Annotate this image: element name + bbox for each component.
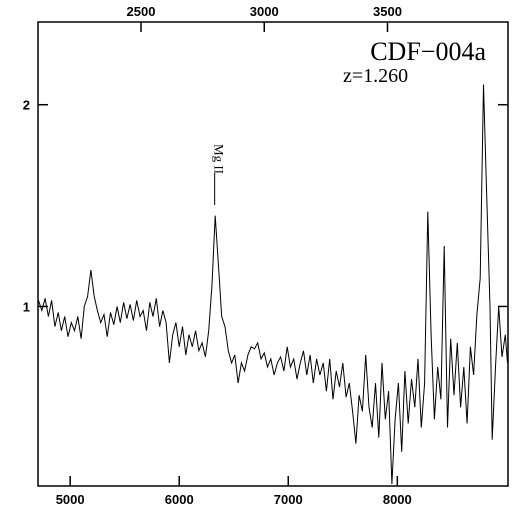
x-tick-label: 5000 [56,492,85,507]
chart-subtitle: z=1.260 [343,65,408,87]
x2-tick-label: 3000 [250,4,279,19]
chart-title: CDF−004a [370,37,486,66]
x2-tick-label: 3500 [373,4,402,19]
x-tick-label: 8000 [383,492,412,507]
x2-tick-label: 2500 [127,4,156,19]
annotation-text: Mg II [212,144,227,174]
plot-frame [37,21,509,487]
y-tick-label: 1 [23,299,30,314]
y-tick-label: 2 [23,98,30,113]
x-tick-label: 7000 [274,492,303,507]
x-tick-label: 6000 [165,492,194,507]
spectrum-line [38,84,508,485]
